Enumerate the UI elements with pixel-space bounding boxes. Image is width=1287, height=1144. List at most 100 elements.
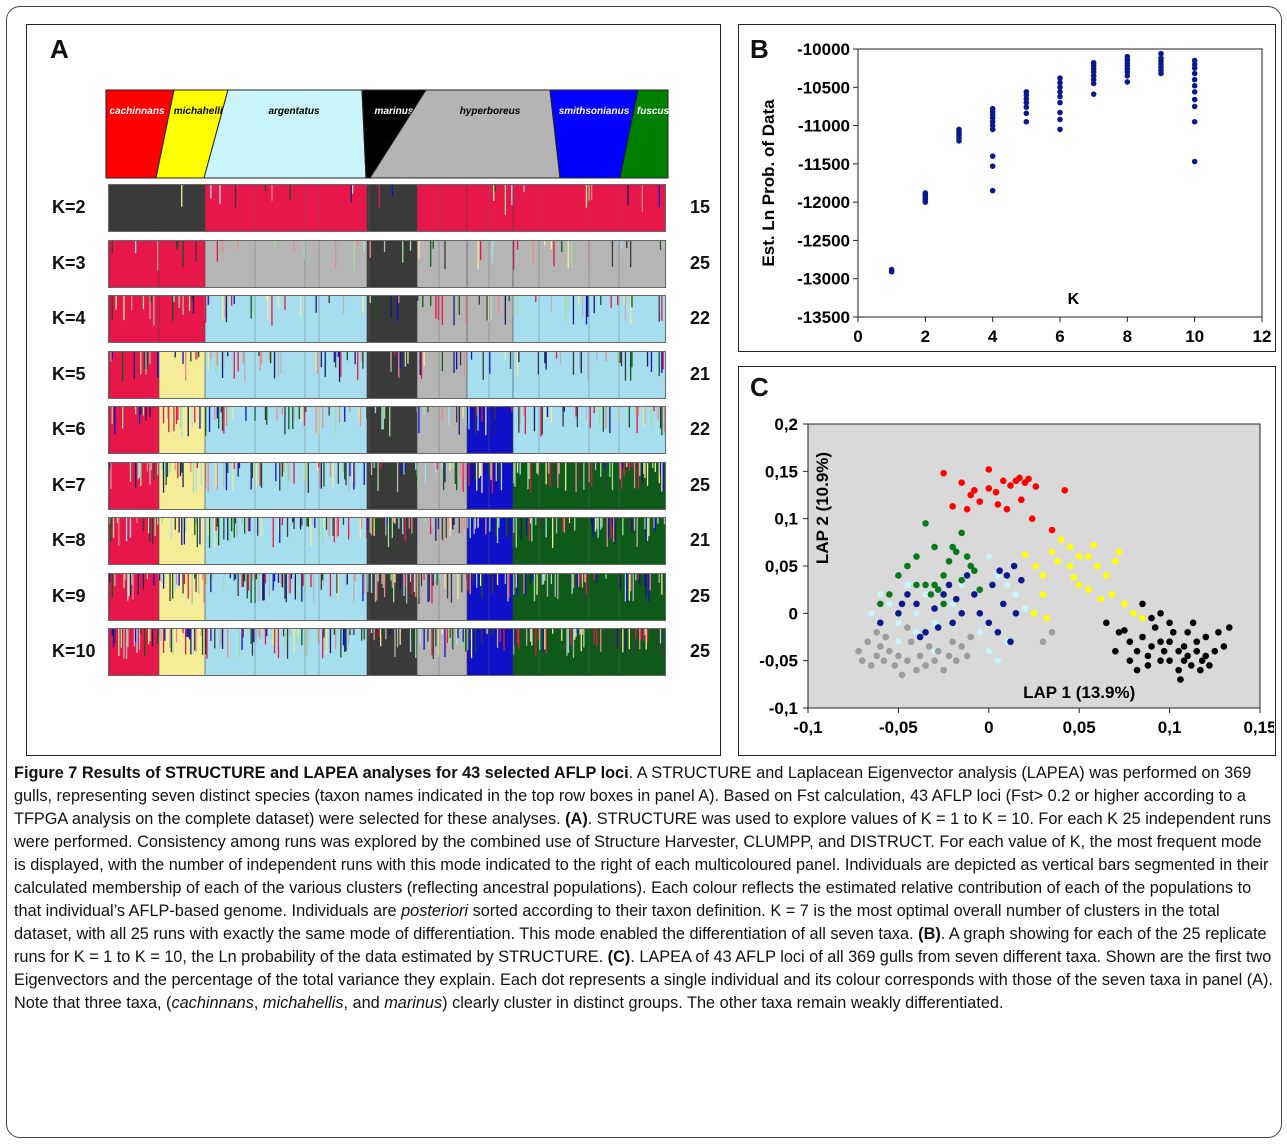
admixture-segment	[383, 573, 386, 597]
admixture-segment	[181, 462, 183, 473]
admixture-segment	[160, 629, 162, 642]
admixture-segment	[385, 629, 387, 640]
admixture-segment	[444, 462, 446, 482]
admixture-segment	[489, 240, 491, 249]
admixture-segment	[218, 407, 220, 429]
admixture-segment	[131, 296, 133, 311]
admixture-segment	[260, 462, 263, 488]
admixture-segment	[446, 629, 449, 644]
admixture-segment	[182, 240, 184, 267]
admixture-segment	[372, 351, 374, 377]
admixture-segment	[524, 573, 526, 595]
data-point-michahellis	[1075, 581, 1083, 589]
data-point-marinus	[1187, 662, 1195, 669]
admixture-segment	[578, 573, 580, 587]
admixture-segment	[542, 518, 545, 526]
data-point-marinus	[1112, 647, 1119, 655]
chart-b: -10000-10500-11000-11500-12000-12500-130…	[759, 40, 1271, 346]
admixture-segment	[644, 518, 646, 530]
admixture-segment	[191, 573, 193, 604]
admixture-segment	[532, 240, 534, 264]
admixture-segment	[480, 240, 482, 260]
admixture-segment	[242, 240, 244, 261]
admixture-segment	[241, 573, 243, 587]
data-point-marinus	[1133, 647, 1141, 655]
admixture-segment	[190, 573, 192, 595]
admixture-segment	[301, 573, 303, 602]
admixture-segment	[333, 629, 335, 635]
admixture-segment	[516, 351, 519, 375]
admixture-segment	[549, 462, 551, 487]
data-point	[1191, 61, 1198, 68]
admixture-segment	[600, 518, 602, 530]
admixture-segment	[458, 296, 460, 315]
admixture-segment	[199, 518, 201, 545]
admixture-segment	[386, 518, 388, 526]
admixture-segment	[369, 518, 371, 533]
admixture-segment	[663, 518, 665, 525]
admixture-segment	[646, 462, 649, 486]
admixture-segment	[606, 518, 608, 547]
admixture-segment	[658, 185, 660, 208]
admixture-segment	[342, 518, 345, 525]
admixture-segment	[284, 573, 286, 599]
admixture-segment	[628, 462, 630, 471]
data-point	[989, 126, 996, 133]
admixture-segment	[205, 296, 207, 323]
admixture-segment	[567, 573, 569, 582]
admixture-segment	[406, 573, 408, 604]
data-point	[1057, 126, 1063, 133]
admixture-segment	[644, 462, 646, 478]
data-point-fuscus	[895, 572, 902, 579]
admixture-segment	[131, 573, 133, 585]
admixture-segment	[268, 351, 270, 361]
data-point-smithsonianus	[976, 610, 984, 617]
data-point-marinus	[1121, 627, 1128, 634]
admixture-segment	[133, 629, 135, 647]
admixture-segment	[218, 629, 220, 655]
admixture-segment	[380, 462, 382, 469]
taxon-label: cachinnans	[109, 106, 164, 117]
admixture-segment	[289, 629, 291, 637]
data-point	[1191, 118, 1198, 125]
admixture-segment	[323, 629, 325, 638]
admixture-segment	[646, 518, 649, 542]
admixture-segment	[123, 296, 125, 321]
admixture-segment	[637, 462, 640, 489]
taxon-box	[619, 89, 669, 179]
cluster-block	[417, 240, 467, 287]
admixture-segment	[303, 629, 306, 656]
admixture-segment	[430, 296, 432, 307]
x-tick-label: 0,1	[1158, 718, 1182, 737]
admixture-segment	[208, 629, 211, 640]
admixture-segment	[138, 462, 141, 478]
admixture-segment	[627, 407, 629, 428]
admixture-segment	[576, 407, 578, 428]
admixture-segment	[558, 462, 560, 474]
admixture-segment	[398, 351, 400, 378]
admixture-segment	[185, 351, 187, 381]
taxon-label: michahellis	[174, 106, 229, 117]
data-point-michahellis	[1108, 591, 1116, 598]
admixture-segment	[175, 407, 178, 425]
admixture-segment	[643, 407, 645, 427]
data-point-hyperboreus	[882, 633, 890, 641]
admixture-segment	[390, 351, 392, 372]
data-point-hyperboreus	[913, 666, 920, 674]
admixture-segment	[320, 351, 322, 367]
data-point-hyperboreus	[904, 624, 911, 631]
data-point-hyperboreus	[877, 643, 884, 650]
data-point	[1191, 76, 1198, 83]
admixture-segment	[541, 573, 543, 585]
admixture-segment	[389, 185, 391, 208]
admixture-segment	[251, 629, 254, 656]
admixture-segment	[580, 351, 582, 373]
admixture-segment	[369, 296, 371, 304]
admixture-segment	[418, 573, 420, 604]
k-run-count: 21	[690, 363, 711, 384]
admixture-segment	[417, 573, 419, 600]
admixture-segment	[244, 351, 246, 382]
admixture-segment	[417, 462, 419, 488]
admixture-segment	[617, 351, 619, 363]
admixture-segment	[220, 629, 222, 644]
